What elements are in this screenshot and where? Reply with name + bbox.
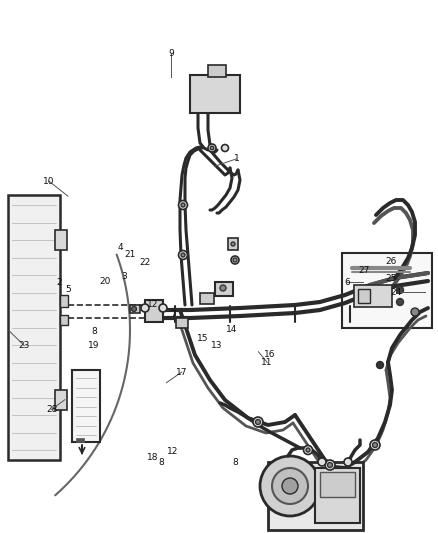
Text: 6: 6 (344, 278, 350, 287)
Text: 17: 17 (176, 368, 187, 376)
Text: 16: 16 (264, 350, 275, 359)
Text: 24: 24 (391, 288, 402, 296)
Text: 23: 23 (18, 341, 30, 350)
Text: 22: 22 (139, 258, 150, 266)
Bar (130, 305, 140, 313)
Text: 28: 28 (46, 405, 57, 414)
Circle shape (344, 458, 352, 466)
Bar (8, 195, 60, 460)
Circle shape (210, 146, 214, 150)
Bar (55, 390, 67, 410)
Circle shape (306, 448, 310, 452)
Circle shape (377, 361, 384, 368)
Bar (55, 230, 67, 250)
Bar (145, 300, 163, 322)
Circle shape (318, 458, 326, 466)
Circle shape (181, 203, 185, 207)
Circle shape (282, 478, 298, 494)
Circle shape (260, 456, 320, 516)
Bar (315, 468, 360, 523)
Circle shape (141, 304, 149, 312)
Text: 3: 3 (121, 272, 127, 280)
Text: 26: 26 (385, 257, 396, 265)
Circle shape (396, 287, 403, 294)
Circle shape (328, 463, 332, 467)
Text: 25: 25 (385, 274, 396, 282)
Circle shape (396, 298, 403, 305)
Bar (190, 75, 240, 113)
Circle shape (131, 306, 137, 311)
Bar (215, 282, 233, 296)
Circle shape (179, 200, 187, 209)
Circle shape (181, 253, 185, 257)
Text: 1: 1 (233, 155, 240, 163)
Bar (342, 253, 432, 328)
Circle shape (179, 251, 187, 260)
Text: 27: 27 (359, 266, 370, 275)
Circle shape (325, 460, 335, 470)
Bar (72, 370, 100, 442)
Text: 8: 8 (233, 458, 239, 467)
Bar (268, 462, 363, 530)
Text: 7: 7 (170, 310, 176, 319)
Circle shape (255, 419, 261, 424)
Text: 19: 19 (88, 341, 100, 350)
Circle shape (222, 144, 229, 151)
Circle shape (411, 308, 419, 316)
Bar (60, 315, 68, 325)
Text: 10: 10 (43, 177, 55, 185)
Text: 13: 13 (211, 341, 223, 350)
Bar (228, 238, 238, 250)
Text: 5: 5 (65, 285, 71, 294)
Text: 2: 2 (57, 278, 62, 287)
Circle shape (231, 242, 235, 246)
Circle shape (233, 258, 237, 262)
Circle shape (231, 256, 239, 264)
Circle shape (253, 417, 263, 427)
Bar (76, 438, 84, 442)
Bar (60, 295, 68, 307)
Text: 4: 4 (118, 244, 123, 252)
Circle shape (220, 285, 226, 291)
Text: 18: 18 (147, 453, 158, 462)
Text: 21: 21 (125, 251, 136, 259)
Text: 15: 15 (197, 334, 208, 343)
Circle shape (370, 440, 380, 450)
Text: 11: 11 (261, 358, 273, 367)
Text: 20: 20 (99, 277, 111, 286)
Circle shape (372, 442, 378, 448)
Bar (200, 293, 214, 304)
Circle shape (208, 144, 216, 152)
Text: 8: 8 (91, 327, 97, 336)
Text: 8: 8 (158, 458, 164, 467)
Text: 12: 12 (167, 448, 179, 456)
Bar (354, 285, 392, 307)
Circle shape (272, 468, 308, 504)
Text: 9: 9 (168, 49, 174, 58)
Text: 12: 12 (147, 301, 158, 309)
Circle shape (304, 446, 312, 455)
Bar (320, 472, 355, 497)
Bar (208, 65, 226, 77)
Bar (358, 289, 370, 303)
Bar (176, 318, 188, 328)
Circle shape (159, 304, 167, 312)
Text: 14: 14 (226, 325, 238, 334)
